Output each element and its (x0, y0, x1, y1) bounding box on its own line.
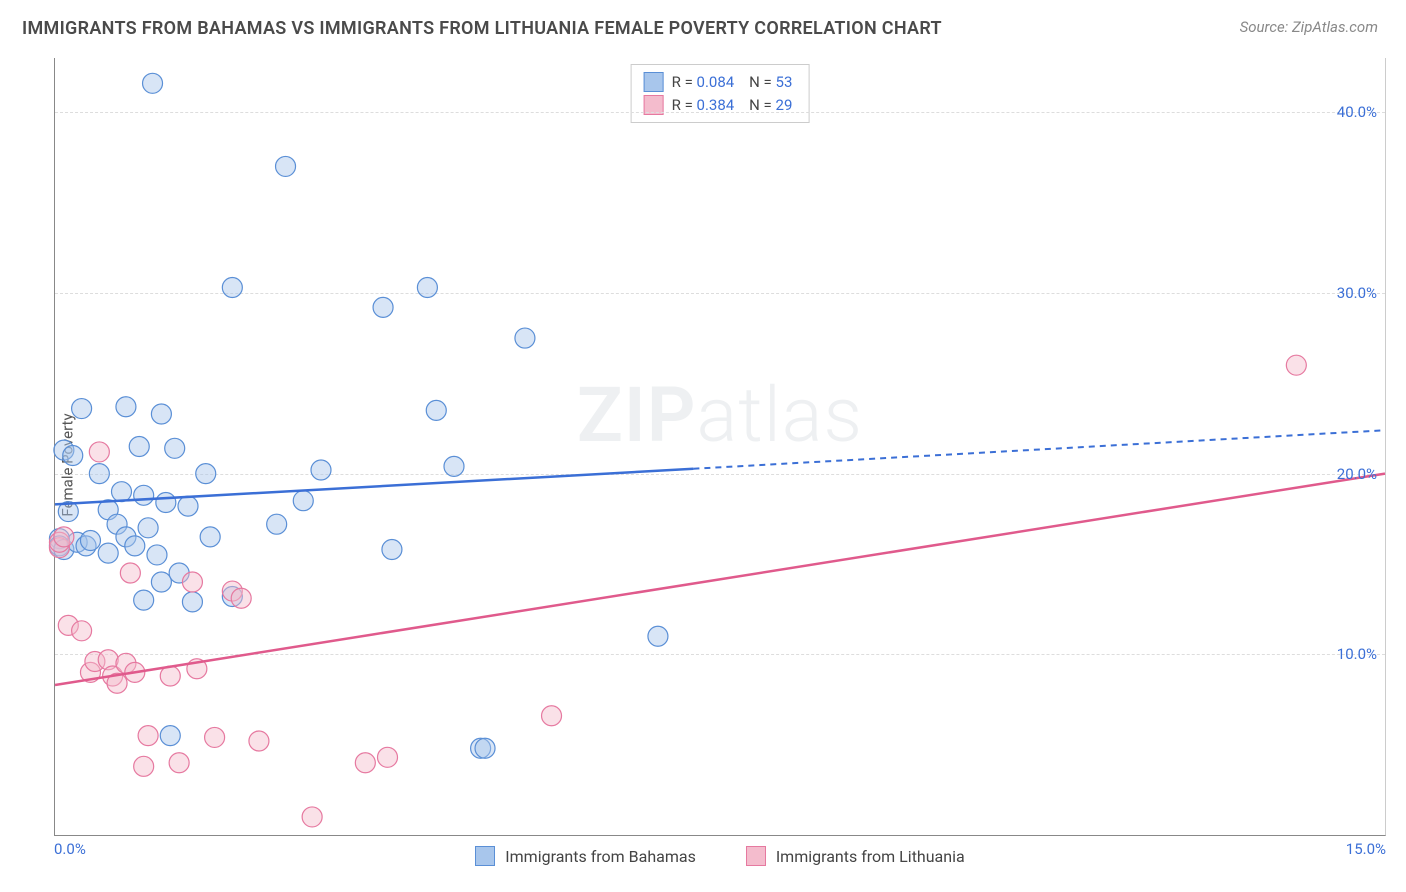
scatter-point (205, 727, 225, 747)
scatter-point (138, 518, 158, 538)
series-name-bahamas: Immigrants from Bahamas (505, 847, 696, 866)
scatter-point (120, 563, 140, 583)
scatter-point (182, 572, 202, 592)
scatter-point (648, 626, 668, 646)
scatter-point (156, 493, 176, 513)
y-tick-label: 30.0% (1337, 284, 1377, 302)
scatter-point (147, 545, 167, 565)
scatter-point (72, 621, 92, 641)
chart-container: Female Poverty ZIPatlas R = 0.084 N = 53… (22, 58, 1386, 872)
scatter-point (134, 485, 154, 505)
scatter-point (355, 753, 375, 773)
trend-line-dashed (693, 430, 1385, 469)
swatch-lithuania-bottom (746, 846, 766, 866)
scatter-point (129, 437, 149, 457)
legend-item-bahamas: Immigrants from Bahamas (475, 846, 696, 866)
scatter-point (382, 539, 402, 559)
scatter-point (231, 588, 251, 608)
y-tick-label: 40.0% (1337, 103, 1377, 121)
chart-title: IMMIGRANTS FROM BAHAMAS VS IMMIGRANTS FR… (22, 18, 942, 39)
scatter-point (200, 527, 220, 547)
legend-item-lithuania: Immigrants from Lithuania (746, 846, 965, 866)
scatter-point (72, 399, 92, 419)
scatter-point (302, 807, 322, 827)
scatter-point (542, 706, 562, 726)
scatter-point (116, 397, 136, 417)
scatter-point (182, 592, 202, 612)
y-tick-label: 10.0% (1337, 645, 1377, 663)
swatch-bahamas-bottom (475, 846, 495, 866)
scatter-point (54, 527, 74, 547)
scatter-point (138, 726, 158, 746)
scatter-point (1286, 355, 1306, 375)
scatter-point (249, 731, 269, 751)
scatter-point (426, 400, 446, 420)
scatter-point (515, 328, 535, 348)
scatter-point (293, 491, 313, 511)
trend-line (55, 474, 1385, 685)
trend-line (55, 469, 693, 505)
scatter-point (178, 496, 198, 516)
scatter-point (311, 460, 331, 480)
scatter-point (151, 404, 171, 424)
series-name-lithuania: Immigrants from Lithuania (776, 847, 965, 866)
scatter-point (276, 156, 296, 176)
plot-area: ZIPatlas R = 0.084 N = 53 R = 0.384 (54, 58, 1386, 836)
scatter-point (112, 482, 132, 502)
series-legend: Immigrants from Bahamas Immigrants from … (54, 840, 1386, 872)
scatter-point (98, 543, 118, 563)
scatter-point (417, 277, 437, 297)
scatter-point (378, 747, 398, 767)
scatter-point (63, 446, 83, 466)
scatter-point (125, 536, 145, 556)
scatter-point (151, 572, 171, 592)
plot-svg (55, 58, 1385, 835)
scatter-point (89, 442, 109, 462)
source-attribution: Source: ZipAtlas.com (1240, 18, 1378, 36)
scatter-point (165, 438, 185, 458)
scatter-point (222, 277, 242, 297)
scatter-point (143, 73, 163, 93)
x-tick-max: 15.0% (1346, 840, 1386, 858)
scatter-point (444, 456, 464, 476)
scatter-point (373, 297, 393, 317)
scatter-point (134, 756, 154, 776)
y-tick-label: 20.0% (1337, 465, 1377, 483)
scatter-point (160, 726, 180, 746)
scatter-point (134, 590, 154, 610)
scatter-point (475, 738, 495, 758)
scatter-point (267, 514, 287, 534)
scatter-point (169, 753, 189, 773)
scatter-point (89, 464, 109, 484)
scatter-point (80, 530, 100, 550)
x-tick-min: 0.0% (54, 840, 86, 858)
scatter-point (196, 464, 216, 484)
